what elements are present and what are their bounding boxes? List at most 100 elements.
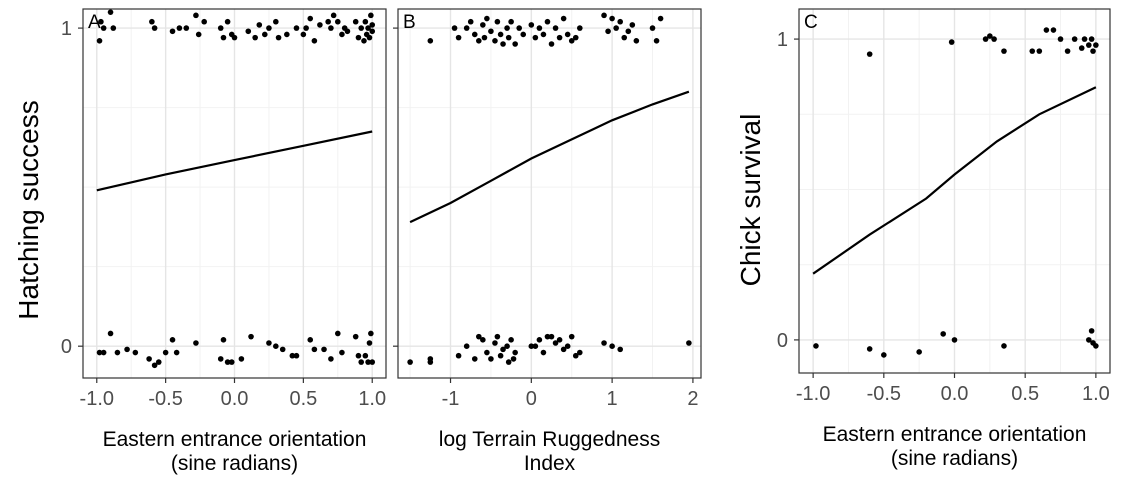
data-point	[520, 31, 527, 38]
data-point	[568, 333, 575, 340]
data-point	[307, 337, 314, 343]
data-point	[224, 359, 231, 365]
x-tick-label: 1.0	[1082, 383, 1110, 405]
x-axis-title: log Terrain Ruggedness	[439, 428, 660, 451]
data-point	[344, 28, 351, 35]
data-point	[124, 346, 130, 353]
data-point	[317, 22, 323, 28]
fit-line	[812, 86, 1097, 275]
data-point	[866, 51, 873, 57]
data-point	[536, 25, 543, 31]
data-point	[303, 25, 309, 31]
data-point	[463, 343, 470, 349]
data-point	[1085, 337, 1092, 343]
data-point	[494, 18, 501, 25]
data-point	[358, 25, 365, 31]
x-tick-label: -0.5	[867, 383, 901, 405]
data-point	[544, 333, 551, 340]
data-point	[339, 349, 345, 356]
data-point	[1078, 45, 1085, 51]
data-point	[307, 15, 314, 22]
panel-label: A	[88, 12, 101, 33]
data-point	[572, 352, 579, 359]
data-point	[1093, 343, 1099, 349]
data-point	[169, 28, 176, 35]
data-point	[463, 25, 470, 31]
data-point	[311, 38, 318, 44]
panel-label: C	[804, 12, 818, 33]
data-point	[488, 356, 494, 362]
data-point	[951, 337, 958, 343]
data-point	[321, 346, 327, 353]
data-point	[173, 349, 180, 356]
data-point	[532, 343, 539, 349]
data-point	[248, 333, 254, 340]
x-axis-title: (sine radians)	[171, 452, 298, 475]
data-point	[609, 343, 615, 349]
data-point	[605, 28, 611, 35]
data-point	[940, 331, 946, 337]
data-point	[273, 18, 279, 25]
data-point	[564, 31, 571, 38]
x-tick-label: -0.5	[148, 388, 182, 410]
data-point	[609, 15, 615, 22]
data-point	[508, 18, 514, 25]
data-point	[556, 337, 563, 343]
x-tick-label: 0.5	[1011, 383, 1039, 405]
x-axis-title: Eastern entrance orientation	[103, 428, 367, 451]
data-point	[528, 22, 535, 28]
data-point	[991, 36, 997, 42]
data-point	[98, 18, 104, 25]
data-point	[262, 31, 268, 38]
data-point	[982, 36, 989, 42]
data-point	[1029, 48, 1036, 54]
data-point	[300, 31, 307, 38]
data-point	[1064, 48, 1071, 54]
data-point	[617, 346, 623, 353]
panel-a: -1.0 -0.5 0.0 0.5 1.0 0 1 A Eastern entrance ori…	[13, 8, 387, 475]
data-point	[193, 340, 199, 346]
data-point	[916, 349, 922, 355]
data-point	[471, 31, 478, 38]
data-point	[1088, 36, 1095, 42]
data-point	[289, 352, 296, 359]
data-point	[1071, 36, 1078, 42]
data-point	[256, 22, 263, 28]
data-point	[505, 34, 512, 41]
data-point	[544, 18, 551, 25]
data-point	[987, 33, 993, 39]
data-point	[368, 12, 374, 19]
data-point	[352, 333, 359, 340]
data-point	[548, 333, 555, 340]
data-point	[361, 38, 367, 44]
data-point	[195, 31, 202, 38]
data-point	[540, 349, 547, 356]
data-point	[504, 25, 510, 31]
data-point	[279, 346, 286, 353]
y-axis-title: Hatching success	[13, 100, 44, 319]
data-point	[169, 337, 176, 343]
data-point	[228, 359, 235, 365]
data-point	[1050, 27, 1057, 33]
data-point	[613, 25, 619, 31]
plot-background	[398, 9, 701, 378]
y-axis-title: Chick survival	[735, 114, 766, 287]
data-point	[560, 346, 567, 353]
data-point	[451, 25, 458, 31]
data-point	[481, 34, 488, 41]
panel-c: -1.0 -0.5 0.0 0.5 1.0 0 1C Eastern entrance ori…	[735, 8, 1111, 470]
data-point	[492, 340, 498, 346]
data-point	[245, 28, 252, 35]
x-tick-label: 0.5	[289, 388, 317, 410]
data-point	[193, 12, 199, 19]
x-tick-label: 0	[526, 388, 537, 410]
x-axis-title: Eastern entrance orientation	[823, 423, 1087, 446]
data-point	[488, 28, 494, 35]
data-point	[217, 356, 224, 362]
data-point	[266, 340, 272, 346]
data-point	[220, 337, 227, 343]
data-point	[548, 41, 555, 47]
data-point	[220, 34, 227, 41]
data-point	[427, 356, 434, 362]
data-point	[183, 25, 190, 31]
